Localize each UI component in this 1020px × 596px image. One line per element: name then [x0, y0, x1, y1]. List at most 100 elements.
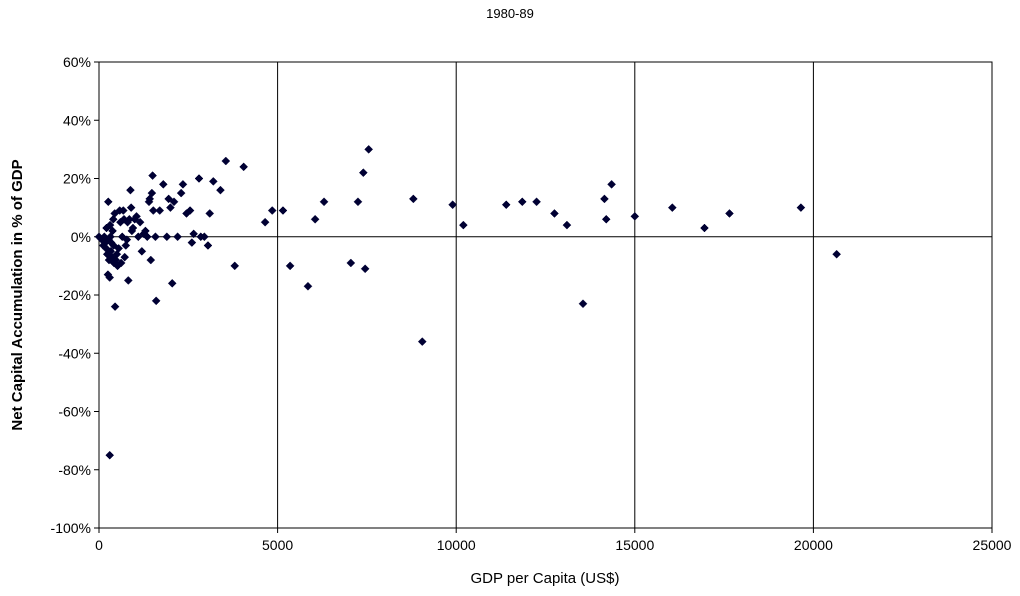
data-point — [796, 203, 806, 212]
data-point — [205, 209, 215, 218]
data-point — [155, 206, 165, 215]
data-point — [187, 238, 197, 247]
data-point — [135, 217, 145, 227]
data-point — [550, 209, 559, 218]
data-point — [151, 232, 160, 242]
data-point — [173, 232, 182, 242]
data-point — [346, 258, 356, 268]
data-point — [128, 223, 138, 233]
data-point — [148, 206, 158, 215]
data-point — [208, 177, 218, 186]
data-point — [667, 203, 677, 212]
data-point — [364, 145, 374, 154]
data-point — [167, 278, 177, 288]
data-point — [118, 206, 128, 215]
data-point — [725, 209, 734, 218]
data-point — [123, 276, 133, 285]
data-point — [532, 197, 541, 207]
data-point — [110, 302, 120, 312]
data-point — [501, 200, 511, 210]
y-tick-label: -40% — [58, 345, 91, 361]
data-point — [103, 197, 113, 207]
data-point — [105, 450, 115, 460]
data-point — [126, 203, 136, 212]
y-tick-label: -100% — [51, 520, 91, 536]
data-point — [176, 188, 186, 198]
data-point — [105, 273, 115, 282]
data-point — [166, 203, 175, 212]
data-point — [148, 171, 157, 180]
data-point — [132, 212, 141, 221]
y-axis-label: Net Capital Accumulation in % of GDP — [9, 159, 26, 430]
data-point — [216, 185, 225, 195]
y-tick-label: -80% — [58, 462, 91, 478]
x-tick-label: 15000 — [615, 537, 654, 553]
data-point — [700, 223, 709, 233]
chart-title: 1980-89 — [486, 6, 534, 21]
y-tick-label: -20% — [58, 287, 91, 303]
data-point — [169, 197, 179, 207]
y-tick-label: 60% — [63, 54, 91, 70]
data-point — [203, 241, 213, 250]
data-point — [158, 179, 168, 189]
data-point — [194, 174, 204, 183]
y-axis: -100% -80% -60% -40% -20% 0% 20% 40% 60% — [51, 54, 99, 536]
data-point — [137, 246, 147, 256]
data-point — [185, 206, 195, 215]
x-tick-label: 20000 — [794, 537, 833, 553]
data-point — [417, 337, 427, 346]
data-point — [607, 179, 616, 189]
data-point — [120, 252, 130, 262]
data-point — [630, 212, 640, 221]
data-point — [142, 232, 152, 242]
data-point — [303, 281, 313, 291]
x-tick-label: 5000 — [262, 537, 293, 553]
x-tick-label: 0 — [95, 537, 103, 553]
data-point — [162, 232, 172, 242]
data-point — [122, 235, 132, 245]
x-axis: 0 5000 10000 15000 20000 25000 — [95, 528, 1012, 553]
plot-area — [98, 61, 993, 529]
x-axis-label: GDP per Capita (US$) — [471, 570, 620, 587]
data-point — [116, 258, 126, 268]
data-point — [278, 206, 288, 215]
data-point — [200, 232, 209, 242]
data-point — [562, 220, 572, 230]
y-tick-label: -60% — [58, 404, 91, 420]
data-point — [578, 299, 588, 309]
data-point — [121, 241, 131, 250]
y-tick-label: 20% — [63, 171, 91, 187]
data-point — [408, 194, 418, 204]
x-tick-label: 10000 — [437, 537, 476, 553]
data-point — [832, 249, 841, 259]
data-point — [178, 179, 188, 189]
y-tick-label: 0% — [71, 229, 91, 245]
x-tick-label: 25000 — [973, 537, 1012, 553]
data-point — [360, 264, 370, 274]
data-point — [126, 185, 135, 195]
data-point — [310, 214, 320, 224]
data-point — [221, 156, 231, 166]
data-point — [108, 214, 118, 224]
y-tick-label: 40% — [63, 112, 91, 128]
data-points — [94, 145, 841, 460]
data-point — [151, 296, 161, 306]
data-point — [448, 200, 457, 210]
data-point — [189, 229, 199, 239]
data-point — [319, 197, 329, 207]
data-point — [239, 162, 249, 172]
data-point — [600, 194, 609, 204]
data-point — [285, 261, 295, 271]
data-point — [146, 255, 156, 265]
data-point — [230, 261, 240, 271]
data-point — [601, 214, 611, 224]
data-point — [147, 188, 157, 198]
data-point — [267, 206, 277, 215]
vertical-gridlines — [277, 62, 814, 528]
data-point — [353, 197, 363, 207]
data-point — [517, 197, 527, 207]
data-point — [114, 244, 123, 253]
data-point — [260, 217, 270, 227]
